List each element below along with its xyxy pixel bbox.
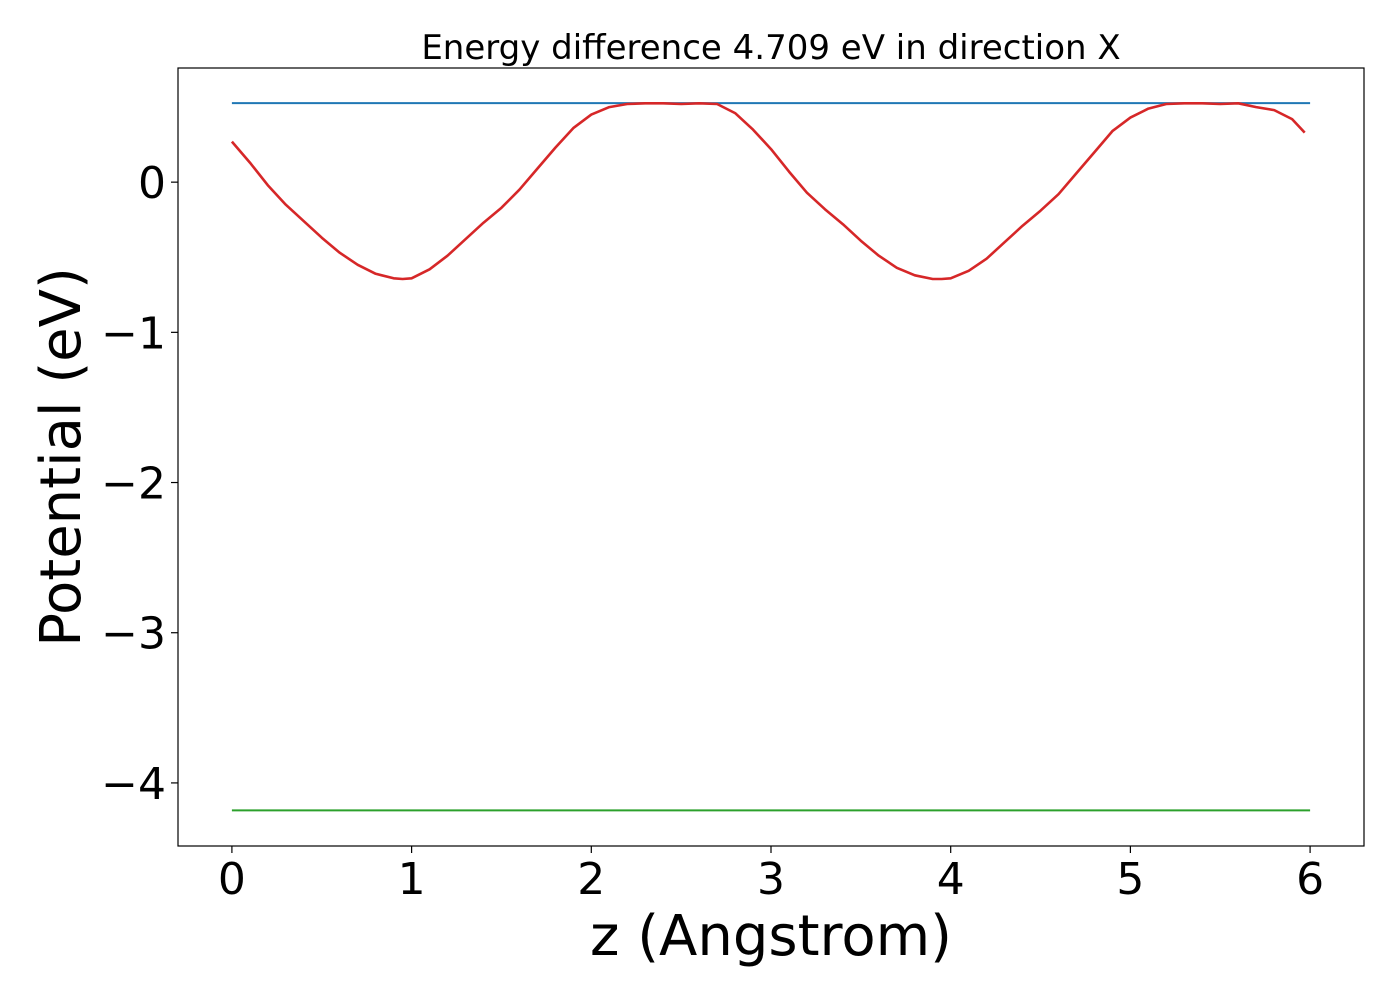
x-tick-label: 6 bbox=[1296, 854, 1324, 905]
y-tick-label: −1 bbox=[101, 308, 166, 359]
plot-background bbox=[178, 68, 1364, 846]
chart-title: Energy difference 4.709 eV in direction … bbox=[421, 28, 1120, 68]
series-layer bbox=[230, 102, 1311, 812]
x-tick-label: 2 bbox=[577, 854, 605, 905]
x-tick-label: 3 bbox=[757, 854, 785, 905]
x-tick-label: 0 bbox=[218, 854, 246, 905]
x-axis-ticks: 0 1 2 3 4 5 6 bbox=[218, 846, 1324, 905]
y-tick-label: −3 bbox=[101, 609, 166, 660]
x-axis-label: z (Angstrom) bbox=[590, 904, 952, 969]
y-axis-label: Potential (eV) bbox=[29, 267, 94, 647]
y-tick-label: −2 bbox=[101, 459, 166, 510]
x-tick-label: 1 bbox=[398, 854, 426, 905]
y-axis-ticks: 0 −1 −2 −3 −4 bbox=[101, 158, 178, 810]
x-tick-label: 4 bbox=[937, 854, 965, 905]
y-tick-label: −4 bbox=[101, 759, 166, 810]
y-tick-label: 0 bbox=[138, 158, 166, 209]
x-tick-label: 5 bbox=[1116, 854, 1144, 905]
series-line-3 bbox=[230, 102, 1306, 281]
